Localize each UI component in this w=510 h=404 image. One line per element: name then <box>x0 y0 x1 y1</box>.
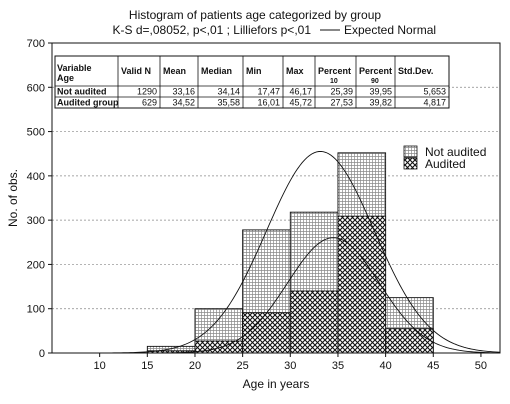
table-header-4: Max <box>286 66 304 76</box>
table-cell-1-3: 16,01 <box>257 98 280 108</box>
bars <box>146 152 434 354</box>
table-cell-1-1: 34,52 <box>172 98 195 108</box>
legend-swatch-audited <box>403 157 418 170</box>
table-header-7: Std.Dev. <box>398 66 433 76</box>
y-tick-label-700: 700 <box>27 38 45 50</box>
table-header-1: Mean <box>163 66 186 76</box>
y-axis-ticks: 0 100 200 300 400 500 600 700 <box>27 38 52 360</box>
bar-audited-40 <box>385 328 434 354</box>
stats-table-cells: Valid N Mean Median Min Max Percent 10 Percent 9… <box>57 66 446 108</box>
x-tick-label-10: 10 <box>94 360 106 372</box>
x-axis-ticks: 10 15 20 25 30 35 40 45 50 <box>94 353 487 372</box>
bar-audited-35 <box>337 215 387 354</box>
table-corner-age: Age <box>57 73 74 83</box>
table-header-6: Percent <box>359 66 392 76</box>
table-header-2: Median <box>201 66 232 76</box>
table-cell-0-3: 17,47 <box>257 87 280 97</box>
plot-frame <box>51 42 501 354</box>
table-row-label-0: Not audited <box>57 87 107 97</box>
x-tick-label-35: 35 <box>332 360 344 372</box>
y-tick-label-0: 0 <box>39 348 45 360</box>
table-header-6-sub: 90 <box>371 78 379 85</box>
table-header-5-sub: 10 <box>330 78 338 85</box>
x-tick-label-40: 40 <box>379 360 391 372</box>
table-cell-1-7: 4,817 <box>423 98 446 108</box>
legend-label-not-audited: Not audited <box>425 145 486 159</box>
table-corner-variable: Variable <box>57 63 92 73</box>
chart-subtitle: K-S d=,08052, p<,01 ; Lilliefors p<,01 <box>113 23 312 37</box>
x-axis-label: Age in years <box>243 377 310 391</box>
table-cell-0-1: 33,16 <box>172 87 195 97</box>
y-tick-label-200: 200 <box>27 259 45 271</box>
table-header-5: Percent <box>318 66 351 76</box>
table-cell-1-2: 35,58 <box>217 98 240 108</box>
stats-table: Variable Age Valid N Mean Median Min Max Perc… <box>54 55 450 109</box>
table-cell-1-4: 45,72 <box>289 98 312 108</box>
y-axis-label: No. of obs. <box>6 169 20 227</box>
table-cell-0-6: 39,95 <box>369 87 392 97</box>
y-tick-label-400: 400 <box>27 171 45 183</box>
table-cell-0-7: 5,653 <box>423 87 446 97</box>
x-tick-label-15: 15 <box>141 360 153 372</box>
y-tick-label-500: 500 <box>27 127 45 139</box>
y-tick-label-300: 300 <box>27 215 45 227</box>
table-cell-0-4: 46,17 <box>289 87 312 97</box>
x-tick-label-50: 50 <box>475 360 487 372</box>
bar-audited-30 <box>289 290 339 354</box>
table-row-label-1: Audited group <box>57 98 119 108</box>
table-cell-0-0: 1290 <box>137 87 157 97</box>
table-cell-0-2: 34,14 <box>217 87 240 97</box>
legend: Not audited Audited <box>403 145 486 171</box>
stats-table-lines <box>55 56 449 108</box>
bar-audited-25 <box>242 312 291 354</box>
expected-normal-legend-label: Expected Normal <box>344 23 436 37</box>
y-tick-label-100: 100 <box>27 304 45 316</box>
x-tick-label-25: 25 <box>237 360 249 372</box>
table-cell-1-5: 27,53 <box>330 98 353 108</box>
x-tick-label-45: 45 <box>427 360 439 372</box>
table-header-3: Min <box>246 66 262 76</box>
subtitle-row: K-S d=,08052, p<,01 ; Lilliefors p<,01 E… <box>113 23 437 37</box>
table-cell-1-6: 39,82 <box>369 98 392 108</box>
legend-swatch-not-audited <box>403 145 418 158</box>
x-tick-label-20: 20 <box>189 360 201 372</box>
table-cell-1-0: 629 <box>142 98 157 108</box>
stats-table-background <box>54 55 450 109</box>
chart-title: Histogram of patients age categorized by… <box>129 8 381 22</box>
y-tick-label-600: 600 <box>27 82 45 94</box>
x-tick-label-30: 30 <box>284 360 296 372</box>
table-cell-0-5: 25,39 <box>330 87 353 97</box>
table-header-0: Valid N <box>121 66 151 76</box>
legend-label-audited: Audited <box>425 157 466 171</box>
